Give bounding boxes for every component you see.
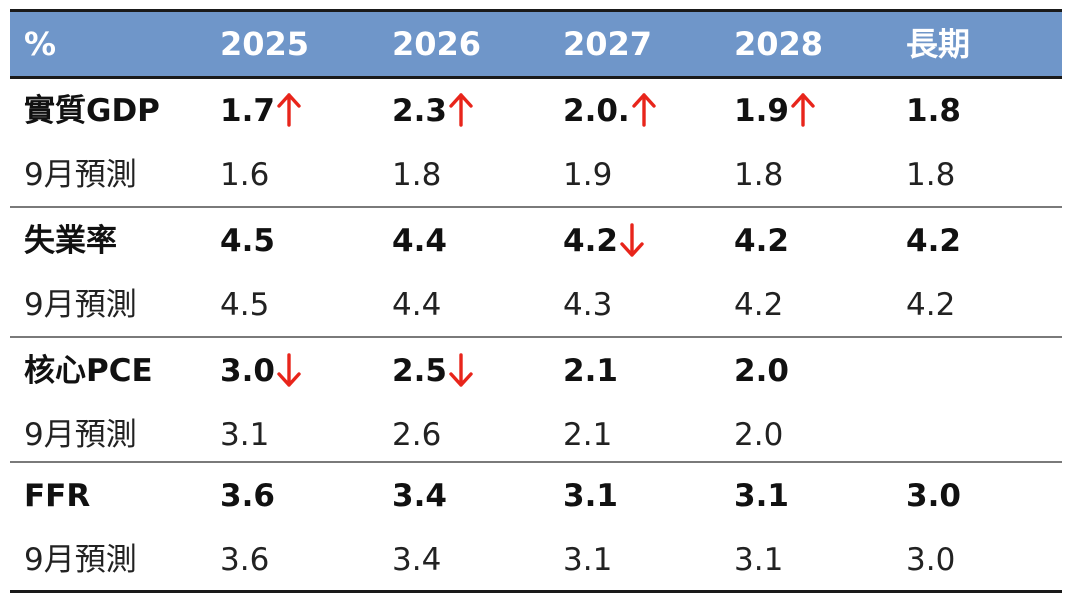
value-text: 3.1: [734, 478, 789, 514]
prev-value-cell-2025: 4.5: [220, 287, 270, 323]
prev-forecast-label: 9月預測: [24, 542, 137, 578]
value-cell-2027: 2.0.: [563, 79, 656, 143]
table-bottom-rule: [10, 590, 1062, 593]
prev-value-cell-2026: 2.6: [392, 417, 442, 453]
table-row: 核心PCE 3.0 2.5 2.1 2.0: [10, 339, 1062, 403]
table-top-rule: [10, 9, 1062, 12]
down-arrow-icon: [620, 209, 644, 257]
value-cell-long-term: 3.0: [906, 464, 961, 528]
value-text: 4.4: [392, 223, 447, 259]
forecast-table: % 2025 2026 2027 2028 長期 實質GDP 1.7 2.3 2.0.…: [10, 9, 1062, 593]
value-cell-2027: 3.1: [563, 464, 618, 528]
prev-value-cell-2027: 3.1: [563, 542, 613, 578]
value-text: 2.3: [392, 93, 447, 129]
value-cell-2026: 4.4: [392, 209, 447, 273]
value-text: 4.5: [220, 223, 275, 259]
value-cell-2025: 1.7: [220, 79, 301, 143]
row-label: FFR: [24, 478, 91, 514]
row-label: 實質GDP: [24, 93, 160, 129]
value-text: 3.4: [392, 478, 447, 514]
value-text: 1.7: [220, 93, 275, 129]
value-text: 3.0: [220, 353, 275, 389]
value-text: 4.2: [906, 223, 961, 259]
up-arrow-icon: [632, 79, 656, 127]
value-text: 4.2: [734, 223, 789, 259]
value-text: 4.2: [563, 223, 618, 259]
table-row: FFR 3.6 3.4 3.1 3.1 3.0: [10, 464, 1062, 528]
table-row: 失業率 4.5 4.4 4.2 4.2 4.2: [10, 209, 1062, 273]
table-row: 實質GDP 1.7 2.3 2.0. 1.9 1.8: [10, 79, 1062, 143]
table-row: 9月預測 4.5 4.4 4.3 4.2 4.2: [10, 273, 1062, 337]
table-header: [10, 12, 1062, 76]
value-text: 1.8: [906, 93, 961, 129]
prev-value-cell-2025: 3.6: [220, 542, 270, 578]
header-bottom-rule: [10, 76, 1062, 79]
value-cell-2025: 3.0: [220, 339, 301, 403]
table-row: 9月預測 3.1 2.6 2.1 2.0: [10, 403, 1062, 467]
up-arrow-icon: [449, 79, 473, 127]
row-group: FFR 3.6 3.4 3.1 3.1 3.0 9月預測 3.6 3.4 3.1 3.1 3.0: [10, 464, 1062, 594]
value-cell-2028: 3.1: [734, 464, 789, 528]
value-cell-2028: 1.9: [734, 79, 815, 143]
prev-value-cell-2027: 4.3: [563, 287, 613, 323]
prev-value-cell-2028: 2.0: [734, 417, 784, 453]
value-cell-2026: 3.4: [392, 464, 447, 528]
prev-value-cell-2026: 1.8: [392, 157, 442, 193]
row-group: 實質GDP 1.7 2.3 2.0. 1.9 1.8 9月預測 1.6 1.8 1.9 1.8 1.8: [10, 79, 1062, 209]
prev-value-cell-2027: 1.9: [563, 157, 613, 193]
value-text: 2.1: [563, 353, 618, 389]
down-arrow-icon: [277, 339, 301, 387]
value-cell-long-term: 4.2: [906, 209, 961, 273]
header-col-2025: 2025: [220, 25, 310, 63]
value-cell-long-term: 1.8: [906, 79, 961, 143]
prev-value-cell-2028: 1.8: [734, 157, 784, 193]
value-text: 1.9: [734, 93, 789, 129]
prev-forecast-label: 9月預測: [24, 287, 137, 323]
value-cell-2027: 2.1: [563, 339, 618, 403]
value-text: 2.5: [392, 353, 447, 389]
down-arrow-icon: [449, 339, 473, 387]
value-text: 2.0.: [563, 93, 630, 129]
prev-value-cell-long-term: 4.2: [906, 287, 956, 323]
header-col-2027: 2027: [563, 25, 653, 63]
value-text: 3.6: [220, 478, 275, 514]
value-cell-2028: 2.0: [734, 339, 789, 403]
header-col-2026: 2026: [392, 25, 482, 63]
row-group: 失業率 4.5 4.4 4.2 4.2 4.2 9月預測 4.5 4.4 4.3 4.2 4.2: [10, 209, 1062, 339]
value-cell-2027: 4.2: [563, 209, 644, 273]
prev-value-cell-2026: 4.4: [392, 287, 442, 323]
prev-value-cell-long-term: 3.0: [906, 542, 956, 578]
row-label: 核心PCE: [24, 353, 153, 389]
value-cell-2025: 3.6: [220, 464, 275, 528]
value-text: 2.0: [734, 353, 789, 389]
header-col-2028: 2028: [734, 25, 824, 63]
row-separator: [10, 461, 1062, 463]
prev-forecast-label: 9月預測: [24, 417, 137, 453]
prev-value-cell-2025: 3.1: [220, 417, 270, 453]
up-arrow-icon: [277, 79, 301, 127]
header-unit: %: [24, 25, 57, 63]
prev-value-cell-long-term: 1.8: [906, 157, 956, 193]
value-cell-2028: 4.2: [734, 209, 789, 273]
prev-value-cell-2028: 3.1: [734, 542, 784, 578]
row-separator: [10, 336, 1062, 338]
header-col-long-term: 長期: [906, 25, 971, 63]
table-row: 9月預測 3.6 3.4 3.1 3.1 3.0: [10, 528, 1062, 592]
prev-value-cell-2027: 2.1: [563, 417, 613, 453]
value-text: 3.0: [906, 478, 961, 514]
up-arrow-icon: [791, 79, 815, 127]
prev-value-cell-2028: 4.2: [734, 287, 784, 323]
row-group: 核心PCE 3.0 2.5 2.1 2.0 9月預測 3.1 2.6 2.1 2.0: [10, 339, 1062, 469]
prev-value-cell-2025: 1.6: [220, 157, 270, 193]
prev-forecast-label: 9月預測: [24, 157, 137, 193]
value-cell-2026: 2.5: [392, 339, 473, 403]
row-separator: [10, 206, 1062, 208]
prev-value-cell-2026: 3.4: [392, 542, 442, 578]
value-text: 3.1: [563, 478, 618, 514]
value-cell-2025: 4.5: [220, 209, 275, 273]
table-row: 9月預測 1.6 1.8 1.9 1.8 1.8: [10, 143, 1062, 207]
value-cell-2026: 2.3: [392, 79, 473, 143]
row-label: 失業率: [24, 223, 117, 259]
